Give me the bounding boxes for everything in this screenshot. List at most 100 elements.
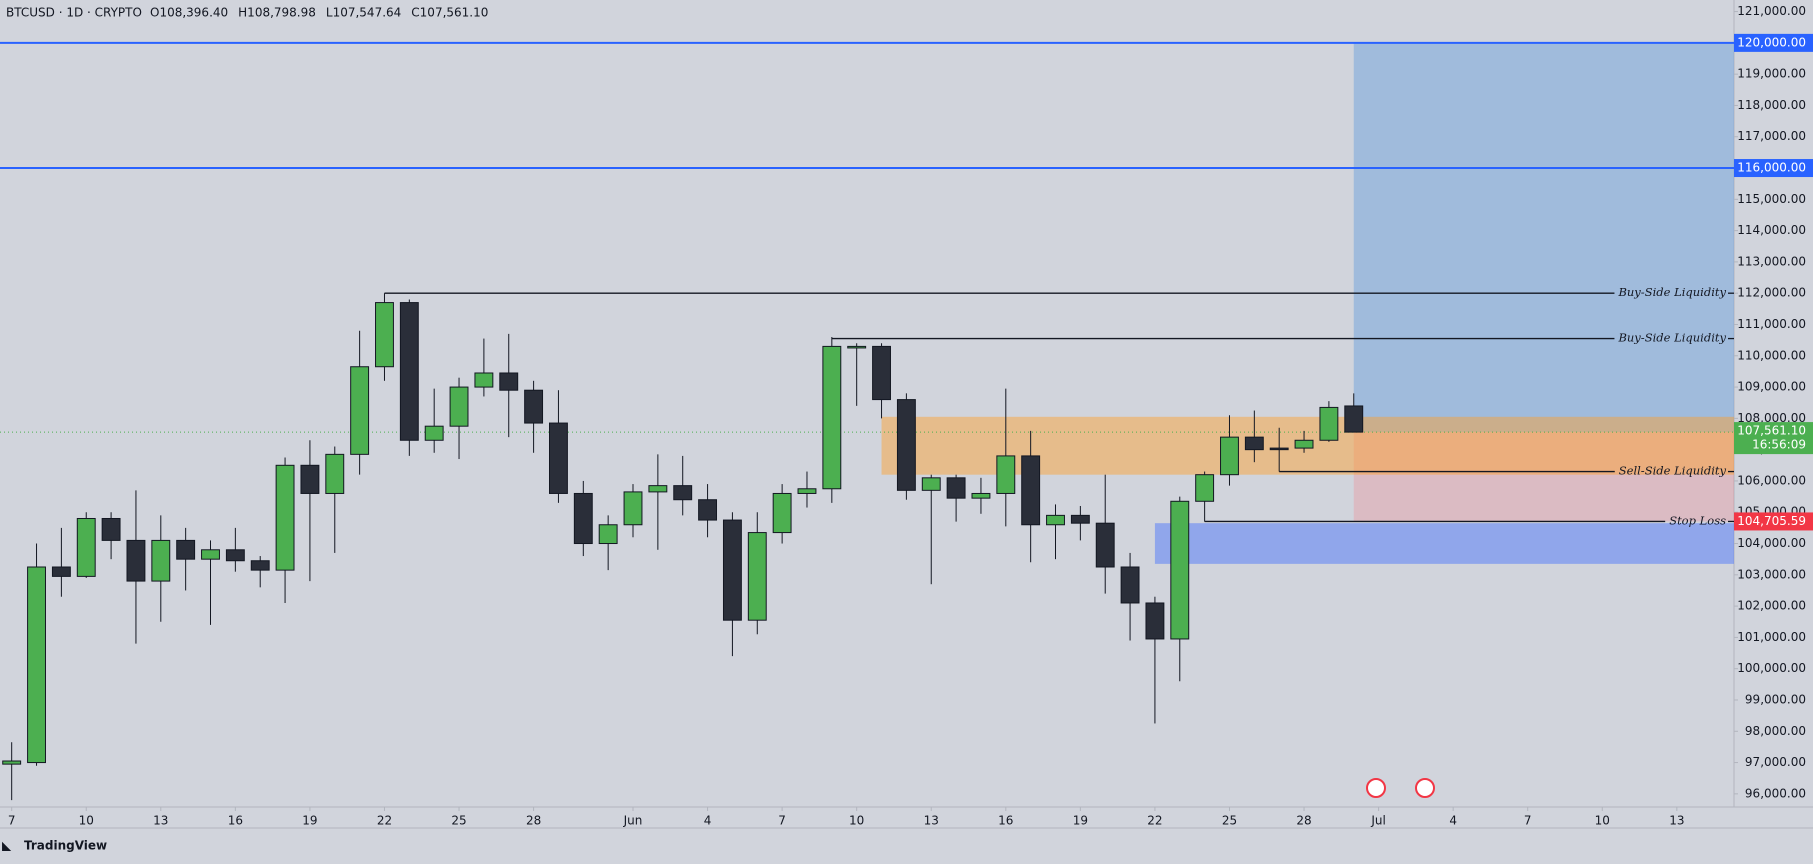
level-label: 116,000.00 — [1737, 161, 1806, 175]
candle-body — [673, 485, 693, 501]
y-tick-label: 111,000.00 — [1737, 317, 1806, 331]
candle-body — [499, 372, 519, 391]
x-tick-label: 13 — [1669, 814, 1684, 828]
level-label: 120,000.00 — [1737, 35, 1806, 49]
y-tick-label: 109,000.00 — [1737, 380, 1806, 394]
y-tick-label: 112,000.00 — [1737, 286, 1806, 300]
x-tick-label: 19 — [302, 814, 317, 828]
x-tick-label: 22 — [1147, 814, 1162, 828]
candle-body — [698, 499, 718, 521]
candle-body — [1021, 455, 1041, 526]
x-tick-label: 7 — [8, 814, 16, 828]
target-area — [1353, 42, 1734, 433]
candle-body — [1269, 447, 1289, 451]
x-tick-label: Jun — [623, 814, 643, 828]
candle-body — [549, 422, 568, 494]
y-tick-label: 102,000.00 — [1737, 599, 1806, 613]
y-tick-label: 110,000.00 — [1737, 348, 1806, 362]
candle-body — [921, 477, 941, 491]
candle-body — [151, 539, 171, 582]
candle-body — [201, 549, 220, 560]
footer-logo: ◣ — [2, 839, 12, 853]
y-tick-label: 114,000.00 — [1737, 223, 1806, 237]
zone — [1154, 523, 1734, 564]
y-tick-label: 99,000.00 — [1745, 692, 1806, 706]
candle-body — [2, 760, 22, 765]
candle-body — [946, 477, 966, 499]
annotation-text: Sell-Side Liquidity — [1619, 464, 1727, 478]
y-tick-label: 121,000.00 — [1737, 4, 1806, 18]
annotation-text: Buy-Side Liquidity — [1617, 285, 1726, 299]
y-tick-label: 115,000.00 — [1737, 192, 1806, 206]
candle-body — [1120, 566, 1140, 604]
event-icon[interactable] — [1415, 778, 1435, 798]
candle-body — [126, 539, 146, 582]
candle-body — [350, 366, 370, 455]
candle-body — [325, 453, 345, 494]
y-tick-label: 98,000.00 — [1745, 724, 1806, 738]
candle-body — [822, 345, 842, 490]
candle-body — [1244, 436, 1264, 451]
candle-body — [1220, 436, 1239, 476]
candle-body — [847, 345, 867, 349]
stop-area — [1353, 432, 1734, 522]
level-badge — [1734, 33, 1813, 52]
last-price-label: 107,561.10 — [1737, 424, 1806, 438]
annotation-badge — [1734, 512, 1813, 531]
candle-body — [51, 566, 71, 577]
candle-body — [996, 455, 1016, 494]
x-tick-label: Jul — [1370, 814, 1385, 828]
candle-body — [772, 492, 792, 534]
candle-body — [648, 485, 668, 493]
symbol: BTCUSD · 1D · CRYPTO — [6, 6, 142, 20]
x-tick-label: 10 — [1595, 814, 1610, 828]
event-icons[interactable] — [1366, 778, 1435, 798]
x-tick-label: 28 — [1296, 814, 1311, 828]
candle-body — [872, 345, 891, 401]
candle-body — [524, 389, 544, 424]
candle-body — [176, 539, 196, 560]
candle-body — [1095, 522, 1115, 568]
candle-body — [722, 519, 742, 621]
ohlc-value: L107,547.64 — [326, 6, 401, 20]
y-tick-label: 113,000.00 — [1737, 254, 1806, 268]
ohlc-value: H108,798.98 — [238, 6, 316, 20]
x-tick-label: 19 — [1073, 814, 1088, 828]
annotation-text: Stop Loss — [1669, 513, 1726, 527]
candle-body — [275, 464, 295, 571]
candle-body — [424, 425, 444, 441]
annotation-badge-label: 104,705.59 — [1737, 514, 1806, 528]
candle-body — [598, 524, 618, 545]
candle-body — [623, 491, 643, 526]
x-tick-label: 10 — [849, 814, 864, 828]
candle-body — [1170, 500, 1190, 640]
candle-body — [474, 372, 494, 388]
x-tick-label: 7 — [778, 814, 786, 828]
x-tick-label: 13 — [924, 814, 939, 828]
candle-body — [300, 464, 320, 494]
candle-body — [250, 560, 270, 571]
x-tick-label: 10 — [79, 814, 94, 828]
candle-body — [101, 517, 121, 541]
candle-body — [1046, 514, 1065, 526]
x-tick-label: 13 — [153, 814, 168, 828]
x-tick-label: 4 — [1449, 814, 1457, 828]
y-tick-label: 104,000.00 — [1737, 536, 1806, 550]
y-tick-label: 103,000.00 — [1737, 567, 1806, 581]
candle-body — [76, 517, 96, 577]
candle-body — [1145, 602, 1165, 640]
footer-brand: TradingView — [24, 839, 107, 853]
last-price-badge — [1734, 422, 1813, 455]
y-tick-label: 108,000.00 — [1737, 411, 1806, 425]
y-tick-label: 97,000.00 — [1745, 755, 1806, 769]
candle-body — [1344, 405, 1364, 433]
candle-body — [1294, 439, 1314, 449]
y-tick-label: 117,000.00 — [1737, 129, 1806, 143]
y-tick-label: 100,000.00 — [1737, 661, 1806, 675]
x-tick-label: 7 — [1524, 814, 1532, 828]
x-tick-label: 25 — [1222, 814, 1237, 828]
event-icon[interactable] — [1366, 778, 1386, 798]
candle-body — [225, 549, 245, 562]
ohlc-value: O108,396.40 — [150, 6, 228, 20]
x-tick-label: 22 — [377, 814, 392, 828]
